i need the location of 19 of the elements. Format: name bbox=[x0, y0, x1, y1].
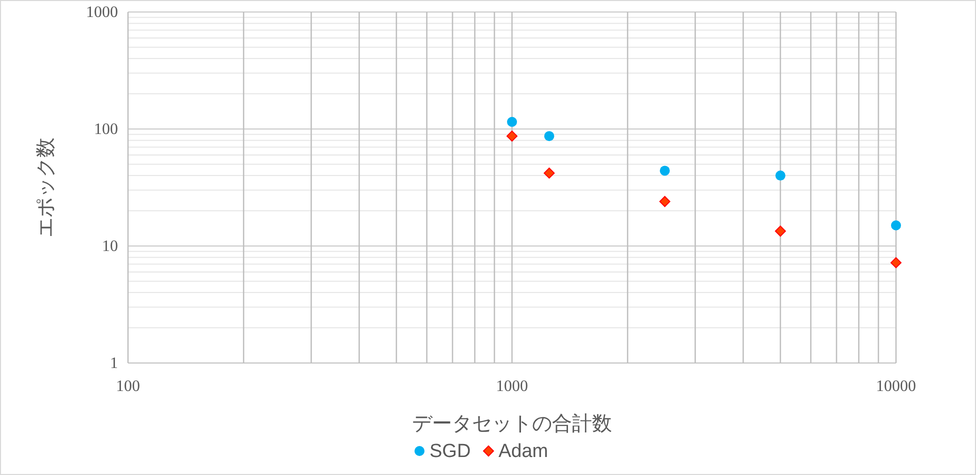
y-tick-label: 10 bbox=[102, 238, 118, 255]
x-tick-label: 10000 bbox=[876, 378, 916, 395]
x-axis-title: データセットの合計数 bbox=[412, 413, 612, 435]
point bbox=[774, 226, 786, 237]
point bbox=[544, 131, 554, 142]
legend-label: Adam bbox=[498, 441, 548, 462]
point bbox=[660, 166, 670, 176]
point bbox=[891, 220, 901, 230]
point bbox=[544, 168, 555, 179]
legend-label: SGD bbox=[430, 441, 471, 462]
point bbox=[890, 257, 902, 268]
point bbox=[659, 196, 670, 208]
y-tick-label: 1000 bbox=[86, 4, 118, 21]
point bbox=[775, 170, 786, 181]
x-tick-label: 1000 bbox=[496, 378, 528, 395]
x-tick-label: 100 bbox=[116, 378, 140, 395]
y-tick-label: 1 bbox=[110, 355, 118, 372]
y-axis-title: エポック数 bbox=[35, 138, 57, 238]
y-tick-label: 100 bbox=[94, 121, 118, 138]
